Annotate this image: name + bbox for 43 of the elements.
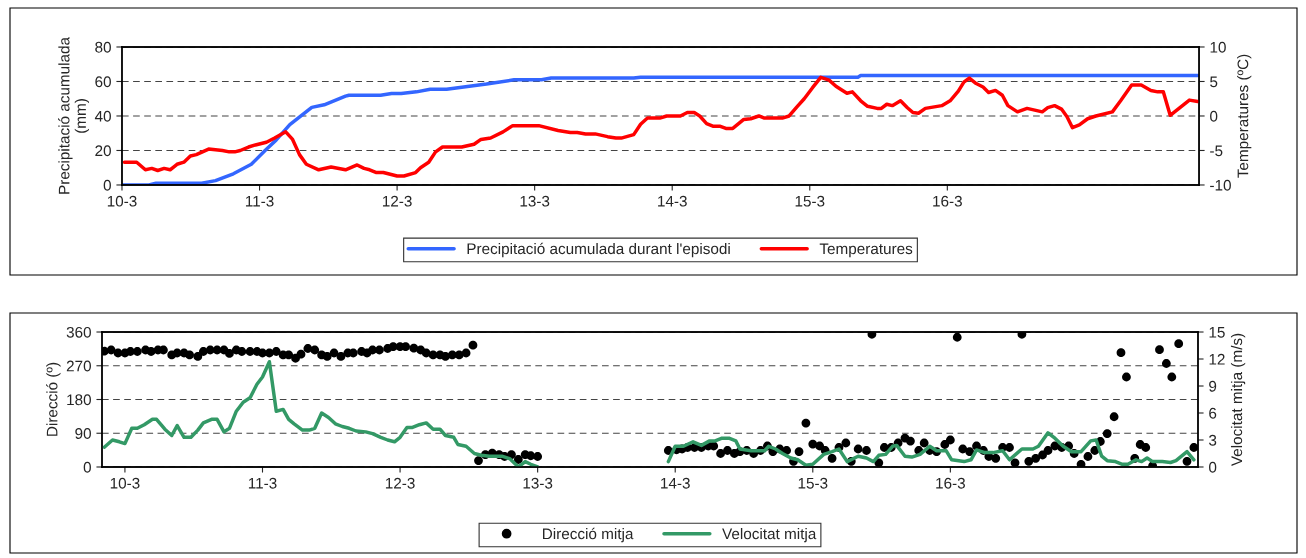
y2-tick-label: 5 (1210, 76, 1218, 88)
x-tick-label: 12-3 (385, 477, 415, 489)
y-tick-label: 360 (66, 326, 91, 338)
y-tick-label: 0 (83, 461, 91, 473)
y2-tick-label: 3 (1208, 434, 1217, 446)
y2-tick-label: 9 (1209, 380, 1217, 392)
y2-tick-label: 12 (1209, 353, 1225, 365)
x-tick-label: 14-3 (661, 477, 690, 489)
y-tick-label: 60 (95, 76, 111, 88)
y2-axis-title: Temperatures (ºC) (1237, 54, 1252, 178)
x-tick-label: 16-3 (933, 195, 962, 207)
y2-tick-label: -10 (1210, 179, 1231, 191)
y2-tick-label: 0 (1210, 110, 1218, 122)
legend-label: Precipitació acumulada durant l'episodi (467, 242, 730, 258)
x-tick-label: 15-3 (795, 195, 825, 207)
x-tick-label: 11-3 (245, 195, 274, 207)
y2-axis-title: Velocitat mitja (m/s) (1230, 333, 1246, 467)
y-tick-label: 0 (103, 179, 111, 191)
x-tick-label: 13-3 (523, 477, 553, 489)
legend-label: Temperatures (819, 243, 913, 258)
y-tick-label: 80 (95, 41, 111, 53)
y-axis-title: Precipitació acumulada (mm) (58, 37, 90, 194)
x-tick-label: 10-3 (110, 477, 140, 489)
x-tick-label: 13-3 (520, 195, 550, 207)
y2-tick-label: 10 (1210, 41, 1226, 53)
x-tick-label: 12-3 (382, 195, 412, 207)
x-tick-label: 16-3 (936, 477, 965, 489)
x-tick-label: 10-3 (107, 195, 137, 207)
x-tick-label: 14-3 (658, 195, 687, 207)
y-axis-title: Direcció (º) (46, 362, 61, 436)
y-tick-label: 20 (95, 145, 111, 157)
x-tick-label: 15-3 (798, 477, 828, 489)
y2-tick-label: 15 (1209, 327, 1225, 338)
y-tick-label: 180 (67, 394, 91, 406)
y2-tick-label: 6 (1209, 407, 1217, 419)
y-tick-label: 40 (94, 110, 111, 122)
x-tick-label: 11-3 (248, 477, 277, 489)
y-tick-label: 90 (75, 428, 91, 439)
legend-label: Velocitat mitja (722, 527, 817, 543)
y2-tick-label: 0 (1209, 461, 1217, 473)
y-tick-label: 270 (66, 360, 91, 372)
y2-tick-label: -5 (1210, 145, 1223, 157)
legend-label: Direcció mitja (543, 527, 634, 543)
